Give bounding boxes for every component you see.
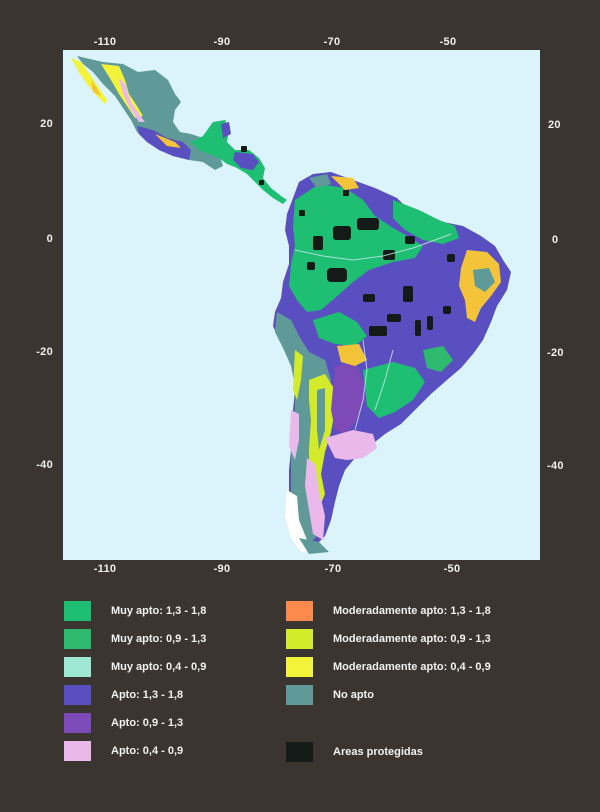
legend-swatch (286, 657, 313, 677)
region-chile-fjords (285, 490, 315, 552)
y-tick-right: 20 (548, 119, 561, 131)
legend-item-muy-apto-high: Muy apto: 1,3 - 1,8 (64, 601, 206, 621)
legend-label: Moderadamente apto: 0,4 - 0,9 (333, 661, 491, 673)
x-tick-bottom: -70 (324, 563, 342, 575)
region-venezuela-no-apto (309, 174, 331, 188)
y-tick-right: 0 (552, 234, 559, 246)
legend-label: Apto: 1,3 - 1,8 (111, 689, 184, 701)
legend-label: Muy apto: 1,3 - 1,8 (111, 605, 207, 617)
region-chile-pink (289, 410, 299, 460)
legend-item-muy-apto-mid: Muy apto: 0,9 - 1,3 (64, 629, 206, 649)
region-argentina-no-apto (317, 388, 325, 450)
legend-swatch (64, 741, 91, 761)
legend-label: Apto: 0,9 - 1,3 (111, 717, 184, 729)
legend-label: Apto: 0,4 - 0,9 (111, 745, 184, 757)
legend-label: Muy apto: 0,4 - 0,9 (111, 661, 207, 673)
legend-item-no-apto: No apto (286, 685, 374, 705)
y-tick-right: -20 (547, 347, 564, 359)
region-tierra-del-fuego (299, 538, 329, 554)
x-tick-top: -50 (439, 36, 457, 48)
legend-swatch (286, 742, 313, 762)
region-venezuela-yellow (331, 176, 359, 190)
y-tick-left: -40 (36, 459, 53, 471)
legend-item-moderado-high: Moderadamente apto: 1,3 - 1,8 (286, 601, 491, 621)
legend-label: Moderadamente apto: 1,3 - 1,8 (333, 605, 491, 617)
region-southeast-green (363, 362, 425, 418)
rivers (294, 233, 452, 431)
legend-swatch (64, 657, 91, 677)
x-tick-bottom: -50 (443, 563, 461, 575)
legend-swatch (286, 601, 313, 621)
region-mexico-pink (119, 78, 145, 122)
region-argentina-purple (331, 362, 365, 434)
region-pampas-pink (325, 430, 377, 460)
legend-swatch (64, 629, 91, 649)
region-bolivia-green (313, 312, 367, 346)
region-mexico (77, 56, 223, 170)
region-central-america-purple (233, 152, 259, 170)
x-tick-top: -70 (323, 36, 341, 48)
region-mexico-yellow-2 (155, 134, 181, 148)
region-andes (275, 312, 331, 544)
map-panel (63, 50, 540, 560)
legend-swatch (286, 685, 313, 705)
region-baja-south (91, 80, 101, 96)
x-tick-top: -90 (213, 36, 231, 48)
region-guiana-green (393, 200, 459, 244)
region-brazil-green-patch (423, 346, 453, 372)
legend-label: Areas protegidas (333, 746, 423, 758)
legend-item-apto-low: Apto: 0,4 - 0,9 (64, 741, 183, 761)
protected-areas (241, 146, 455, 336)
legend-item-apto-mid: Apto: 0,9 - 1,3 (64, 713, 183, 733)
y-tick-left: 20 (40, 118, 53, 130)
region-chaco-yellow (337, 344, 367, 366)
region-chile-yellow (293, 350, 303, 400)
region-amazon-green (289, 184, 423, 312)
y-tick-left: -20 (36, 346, 53, 358)
y-tick-left: 0 (46, 233, 53, 245)
legend-item-areas-protegidas: Areas protegidas (286, 742, 423, 762)
legend-item-apto-high: Apto: 1,3 - 1,8 (64, 685, 183, 705)
legend-swatch (64, 713, 91, 733)
x-tick-bottom: -110 (93, 563, 117, 575)
legend-label: Muy apto: 0,9 - 1,3 (111, 633, 207, 645)
y-tick-right: -40 (547, 460, 564, 472)
x-tick-top: -110 (93, 36, 117, 48)
region-yucatan-purple (221, 122, 231, 138)
legend-label: Moderadamente apto: 0,9 - 1,3 (333, 633, 491, 645)
latin-america-suitability-map (71, 56, 511, 554)
legend-item-muy-apto-low: Muy apto: 0,4 - 0,9 (64, 657, 206, 677)
legend-swatch (286, 629, 313, 649)
region-patagonia-pink (305, 458, 325, 540)
legend-swatch (64, 601, 91, 621)
x-tick-bottom: -90 (213, 563, 231, 575)
legend-item-moderado-mid: Moderadamente apto: 0,9 - 1,3 (286, 629, 491, 649)
region-northeast-no-apto (473, 268, 495, 292)
legend-item-moderado-low: Moderadamente apto: 0,4 - 0,9 (286, 657, 491, 677)
legend-label: No apto (333, 689, 374, 701)
legend-swatch (64, 685, 91, 705)
